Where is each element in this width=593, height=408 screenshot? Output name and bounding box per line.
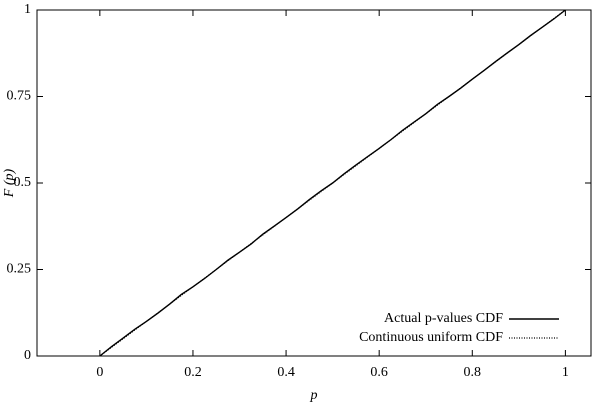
- y-tick-label: 1: [24, 2, 31, 17]
- x-tick-label: 0.2: [184, 365, 202, 380]
- y-tick-label: 0.5: [14, 175, 32, 190]
- y-tick-label: 0.75: [7, 89, 32, 104]
- y-tick-label: 0.25: [7, 262, 32, 277]
- x-tick-label: 0: [96, 365, 103, 380]
- y-axis-label: F (p): [2, 168, 17, 198]
- x-tick-label: 1: [562, 365, 569, 380]
- x-axis-label: p: [310, 388, 318, 403]
- legend-label: Continuous uniform CDF: [359, 330, 503, 345]
- x-tick-label: 0.8: [464, 365, 482, 380]
- legend-label: Actual p-values CDF: [384, 311, 503, 326]
- x-tick-label: 0.4: [277, 365, 295, 380]
- x-tick-label: 0.6: [370, 365, 388, 380]
- y-tick-label: 0: [24, 348, 31, 363]
- series-line: [99, 9, 566, 357]
- plot-frame: [36, 9, 592, 357]
